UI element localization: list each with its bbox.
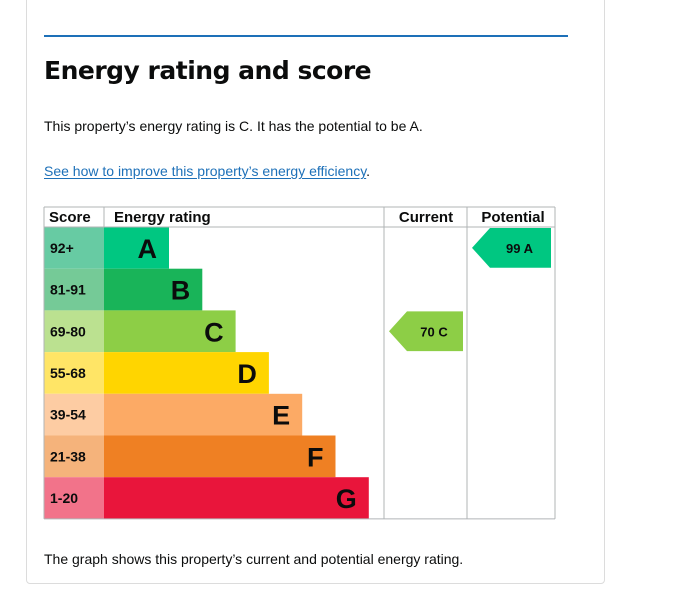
band-letter-d: D — [237, 359, 257, 389]
band-bar-b — [104, 268, 203, 311]
band-bar-e — [104, 393, 303, 436]
column-header-energy-rating: Energy rating — [114, 209, 211, 226]
band-bar-c — [104, 310, 236, 353]
score-cell-a — [44, 227, 104, 269]
band-bar-d — [104, 352, 269, 394]
section-heading: Energy rating and score — [44, 56, 372, 85]
score-label-f: 21-38 — [50, 448, 86, 464]
band-letter-b: B — [171, 276, 191, 306]
score-label-g: 1-20 — [50, 490, 78, 506]
current-rating-arrow — [389, 311, 463, 352]
score-label-e: 39-54 — [50, 407, 86, 423]
band-bar-f — [104, 435, 336, 478]
band-letter-g: G — [336, 484, 357, 514]
current-rating-label: 70 C — [420, 324, 448, 339]
potential-rating-arrow — [472, 228, 551, 268]
band-letter-f: F — [307, 442, 324, 472]
score-label-d: 55-68 — [50, 365, 86, 381]
score-label-a: 92+ — [50, 240, 74, 256]
band-bar-a — [104, 227, 169, 269]
improve-suffix: . — [366, 163, 371, 179]
rating-summary: This property’s energy rating is C. It h… — [44, 118, 423, 134]
score-cell-e — [44, 393, 104, 436]
score-label-b: 81-91 — [50, 282, 86, 298]
score-cell-f — [44, 435, 104, 478]
band-letter-c: C — [204, 317, 224, 347]
improve-paragraph: See how to improve this property’s energ… — [44, 163, 370, 179]
band-bar-g — [104, 477, 369, 519]
score-cell-d — [44, 352, 104, 394]
band-letter-a: A — [138, 234, 158, 264]
band-letter-e: E — [272, 401, 290, 431]
column-header-current: Current — [399, 209, 453, 226]
improve-efficiency-link[interactable]: See how to improve this property’s energ… — [44, 163, 367, 179]
score-cell-g — [44, 477, 104, 519]
score-label-c: 69-80 — [50, 323, 86, 339]
potential-rating-label: 99 A — [506, 241, 534, 256]
column-header-score: Score — [49, 209, 91, 226]
score-cell-c — [44, 310, 104, 353]
chart-caption: The graph shows this property’s current … — [44, 551, 464, 567]
score-cell-b — [44, 268, 104, 311]
column-header-potential: Potential — [481, 209, 544, 226]
section-rule — [44, 35, 568, 37]
